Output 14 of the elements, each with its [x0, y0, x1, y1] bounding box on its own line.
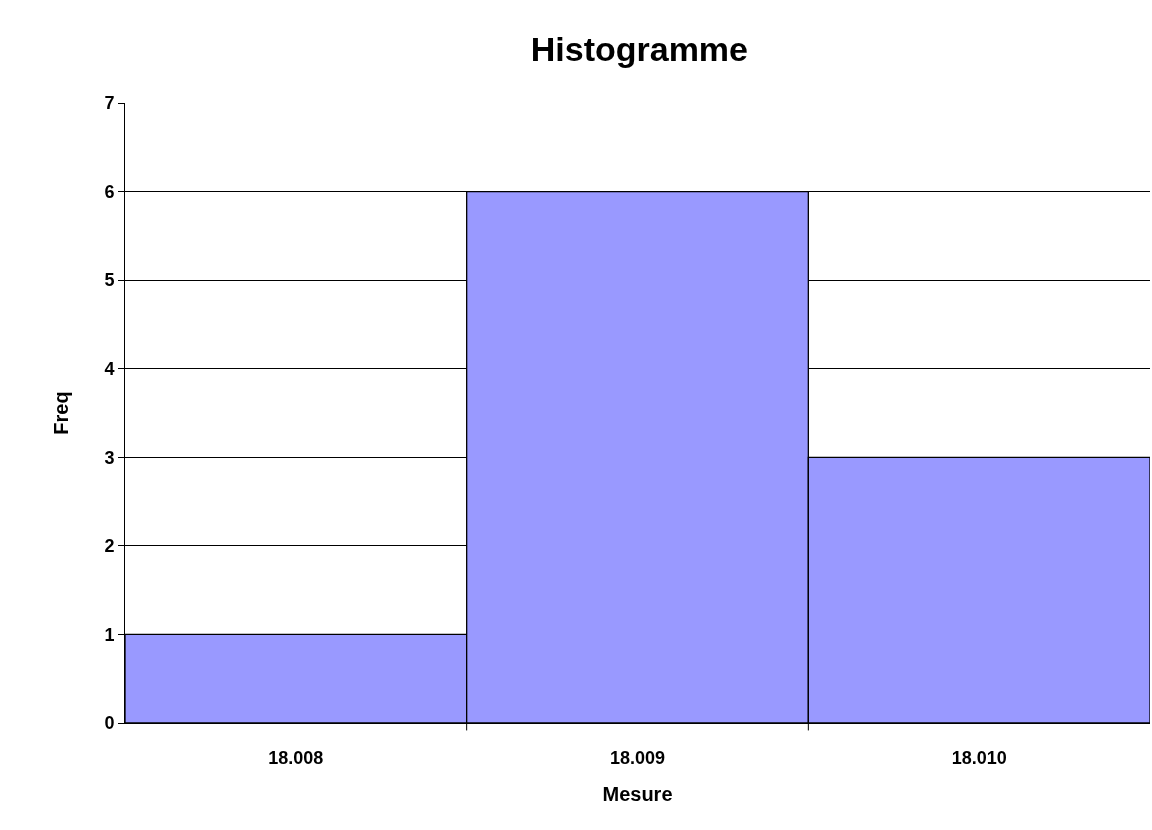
- x-tick-label: 18.008: [268, 747, 324, 768]
- y-tick-label: 5: [104, 270, 115, 291]
- y-tick-label: 3: [104, 447, 115, 468]
- x-axis-title: Mesure: [602, 783, 673, 806]
- y-tick-label: 7: [104, 93, 115, 114]
- y-tick-label: 6: [104, 181, 115, 202]
- y-tick-label: 1: [104, 624, 115, 645]
- y-axis-title: Freq: [49, 391, 72, 435]
- y-tick-label: 0: [104, 713, 115, 734]
- x-tick-label: 18.009: [609, 747, 666, 768]
- y-tick-label: 4: [104, 359, 115, 380]
- chart-title: Histogramme: [530, 30, 748, 69]
- y-tick-label: 2: [104, 536, 115, 557]
- x-tick-label: 18.010: [951, 747, 1007, 768]
